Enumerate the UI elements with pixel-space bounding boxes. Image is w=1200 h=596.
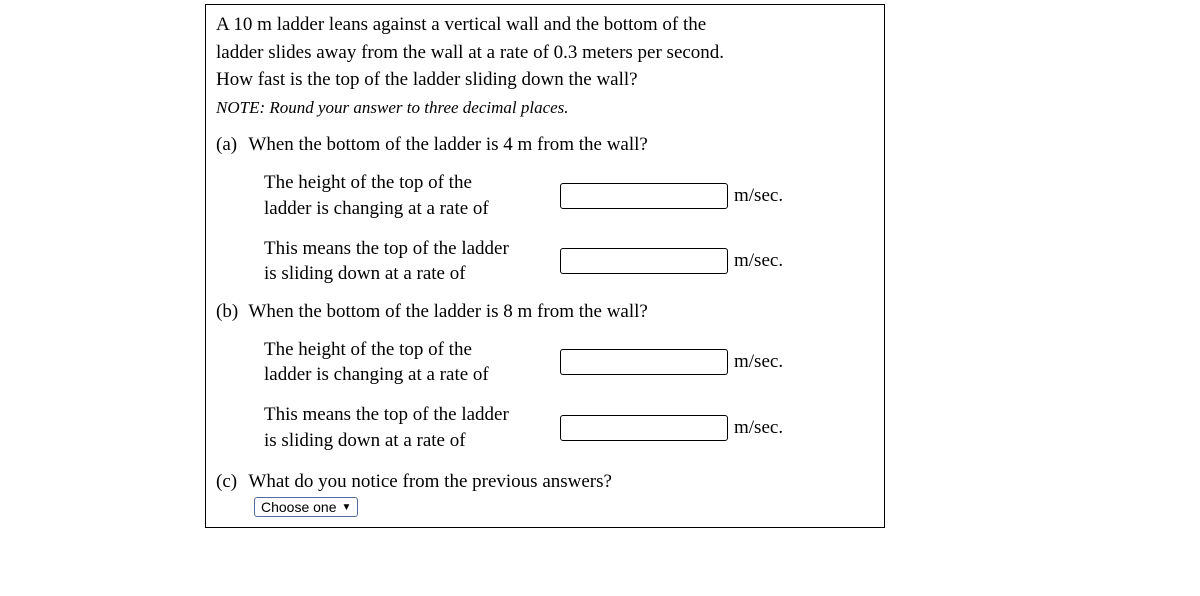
part-a-row-1: The height of the top of the ladder is c… <box>264 170 874 221</box>
intro-line-2: ladder slides away from the wall at a ra… <box>216 39 874 67</box>
unit-label: m/sec. <box>734 417 783 439</box>
part-c-dropdown[interactable]: Choose one ▼ <box>254 497 358 517</box>
unit-label: m/sec. <box>734 250 783 272</box>
part-b-question: When the bottom of the ladder is 8 m fro… <box>248 301 647 322</box>
part-b-row-2-text: This means the top of the ladder is slid… <box>264 402 554 453</box>
text-line: This means the top of the ladder <box>264 236 554 262</box>
intro-note: NOTE: Round your answer to three decimal… <box>216 96 874 121</box>
problem-intro: A 10 m ladder leans against a vertical w… <box>216 11 874 120</box>
part-a-row-2: This means the top of the ladder is slid… <box>264 236 874 287</box>
part-b-row-1: The height of the top of the ladder is c… <box>264 337 874 388</box>
text-line: is sliding down at a rate of <box>264 261 554 287</box>
text-line: This means the top of the ladder <box>264 402 554 428</box>
part-a-question: When the bottom of the ladder is 4 m fro… <box>248 134 647 155</box>
part-a-row-1-text: The height of the top of the ladder is c… <box>264 170 554 221</box>
page: A 10 m ladder leans against a vertical w… <box>0 0 1200 596</box>
part-a-label: (a) <box>216 134 244 156</box>
part-b-input-1[interactable] <box>560 349 728 375</box>
dropdown-label: Choose one <box>261 499 337 515</box>
intro-line-3: How fast is the top of the ladder slidin… <box>216 66 874 94</box>
unit-label: m/sec. <box>734 351 783 373</box>
part-c: (c) What do you notice from the previous… <box>216 471 874 493</box>
part-b-input-2[interactable] <box>560 415 728 441</box>
part-c-label: (c) <box>216 471 244 493</box>
text-line: ladder is changing at a rate of <box>264 196 554 222</box>
text-line: The height of the top of the <box>264 170 554 196</box>
part-a-row-2-text: This means the top of the ladder is slid… <box>264 236 554 287</box>
part-b-label: (b) <box>216 301 244 323</box>
part-b: (b) When the bottom of the ladder is 8 m… <box>216 301 874 323</box>
part-b-row-1-text: The height of the top of the ladder is c… <box>264 337 554 388</box>
part-a-input-2[interactable] <box>560 248 728 274</box>
part-b-answers: The height of the top of the ladder is c… <box>264 337 874 454</box>
text-line: The height of the top of the <box>264 337 554 363</box>
part-a-answers: The height of the top of the ladder is c… <box>264 170 874 287</box>
part-c-question: What do you notice from the previous ans… <box>248 471 612 492</box>
text-line: ladder is changing at a rate of <box>264 362 554 388</box>
part-a-input-1[interactable] <box>560 183 728 209</box>
part-a: (a) When the bottom of the ladder is 4 m… <box>216 134 874 156</box>
text-line: is sliding down at a rate of <box>264 428 554 454</box>
chevron-down-icon: ▼ <box>342 502 352 513</box>
part-b-row-2: This means the top of the ladder is slid… <box>264 402 874 453</box>
intro-line-1: A 10 m ladder leans against a vertical w… <box>216 11 874 39</box>
unit-label: m/sec. <box>734 185 783 207</box>
problem-box: A 10 m ladder leans against a vertical w… <box>205 4 885 528</box>
